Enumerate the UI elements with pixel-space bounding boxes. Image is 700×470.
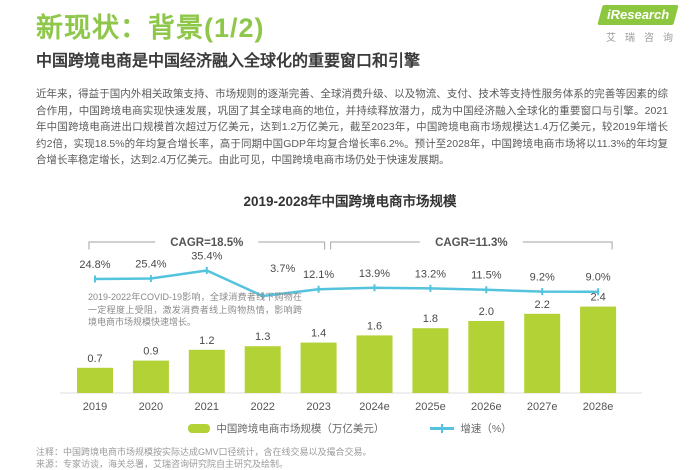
svg-text:2.0: 2.0 [479, 306, 494, 318]
svg-text:0.9: 0.9 [143, 346, 158, 358]
body-paragraph: 近年来，得益于国内外相关政策支持、市场规则的逐渐完善、全球消费升级、以及物流、支… [36, 88, 668, 166]
legend-bar-label: 中国跨境电商市场规模（万亿美元） [216, 423, 385, 435]
legend-bar-swatch [188, 424, 211, 433]
legend-line-label: 增速（%） [460, 423, 512, 435]
svg-text:24.8%: 24.8% [79, 259, 110, 271]
legend-item-market-size: 中国跨境电商市场规模（万亿美元） [188, 421, 384, 436]
svg-text:1.2: 1.2 [199, 335, 214, 347]
svg-text:3.7%: 3.7% [270, 263, 295, 275]
svg-text:2021: 2021 [195, 401, 219, 413]
footnote-source: 来源：专家访谈，海关总署，艾瑞咨询研究院自主研究及绘制。 [36, 459, 289, 469]
svg-text:2024e: 2024e [359, 401, 390, 413]
footnote-method: 注释：中国跨境电商市场规模按实际达成GMV口径统计，含在线交易以及撮合交易。 [36, 447, 372, 457]
svg-text:1.3: 1.3 [255, 331, 270, 343]
report-subtitle: 中国跨境电商是中国经济融入全球化的重要窗口和引擎 [36, 53, 421, 70]
svg-text:CAGR=18.5%: CAGR=18.5% [170, 237, 243, 249]
iresearch-logo-subtext: 艾瑞咨询 [606, 33, 682, 44]
svg-text:12.1%: 12.1% [303, 269, 334, 281]
footnotes: 注释：中国跨境电商市场规模按实际达成GMV口径统计，含在线交易以及撮合交易。 来… [36, 446, 676, 470]
svg-text:2.4: 2.4 [590, 292, 605, 304]
svg-text:13.2%: 13.2% [415, 268, 446, 280]
svg-text:1.8: 1.8 [423, 313, 438, 325]
svg-text:13.9%: 13.9% [359, 268, 390, 280]
legend-line-marker [441, 424, 444, 433]
svg-text:35.4%: 35.4% [191, 250, 222, 262]
svg-text:2022: 2022 [250, 401, 274, 413]
svg-text:2028e: 2028e [583, 401, 614, 413]
iresearch-logo-text: iResearch [606, 7, 670, 22]
svg-text:9.2%: 9.2% [530, 272, 555, 284]
legend-item-growth-rate: 增速（%） [430, 421, 512, 436]
iresearch-logo-band: iResearch [597, 5, 679, 25]
svg-text:25.4%: 25.4% [135, 259, 166, 271]
svg-text:2026e: 2026e [471, 401, 502, 413]
covid-annotation: 2019-2022年COVID-19影响，全球消费者线下购物在一定程度上受阻，激… [88, 292, 302, 327]
chart-title: 2019-2028年中国跨境电商市场规模 [243, 194, 457, 209]
svg-text:2027e: 2027e [527, 401, 558, 413]
svg-text:0.7: 0.7 [87, 353, 102, 365]
chart-legend: 中国跨境电商市场规模（万亿美元） 增速（%） [0, 421, 700, 436]
svg-text:1.4: 1.4 [311, 328, 326, 340]
svg-text:CAGR=11.3%: CAGR=11.3% [435, 237, 508, 249]
svg-text:2020: 2020 [139, 401, 163, 413]
page-title: 新现状：背景(1/2) [36, 13, 265, 43]
svg-text:2019: 2019 [83, 401, 107, 413]
iresearch-logo: iResearch 艾瑞咨询 [597, 5, 682, 44]
svg-text:9.0%: 9.0% [586, 272, 611, 284]
legend-line-swatch [430, 424, 455, 433]
svg-text:11.5%: 11.5% [471, 270, 502, 282]
market-size-combo-chart: 0.7 2019 0.9 2020 1.2 2021 1.3 2022 1.4 2023 1.6 20… [60, 237, 642, 413]
svg-text:2025e: 2025e [415, 401, 446, 413]
svg-text:2.2: 2.2 [535, 299, 550, 311]
svg-text:2023: 2023 [306, 401, 330, 413]
svg-text:1.6: 1.6 [367, 320, 382, 332]
